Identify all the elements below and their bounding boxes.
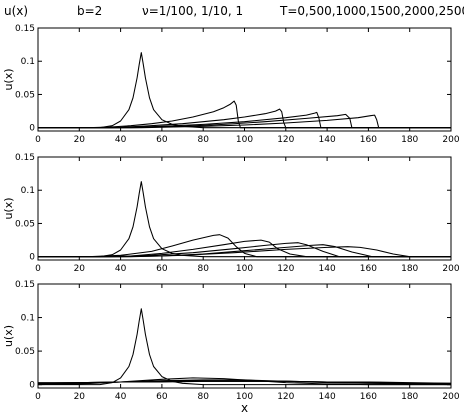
y-axis-label: u(x) xyxy=(2,197,15,219)
x-tick-label: 40 xyxy=(115,135,127,145)
x-tick-label: 40 xyxy=(115,392,127,402)
y-tick-label: 0.1 xyxy=(21,186,35,196)
x-tick-label: 200 xyxy=(442,392,459,402)
panels: 0 20 40 60 80 100 120 140 160 180 20000.050.10.15u… xyxy=(2,24,460,415)
axes-frame xyxy=(37,156,452,261)
x-tick-label: 180 xyxy=(401,264,418,274)
x-tick-label: 40 xyxy=(115,264,127,274)
x-tick-label: 60 xyxy=(156,264,168,274)
y-axis-label: u(x) xyxy=(2,68,15,90)
x-tick-label: 20 xyxy=(74,264,86,274)
y-tick-label: 0.15 xyxy=(15,280,35,290)
x-tick-label: 60 xyxy=(156,392,168,402)
x-tick-label: 100 xyxy=(236,264,253,274)
panel-3: 0 20 40 60 80 100 120 140 160 180 200 0 0.05 0.1 0.15 u… xyxy=(2,280,460,415)
y-axis-label: u(x) xyxy=(2,325,15,347)
y-tick-label: 0.1 xyxy=(21,57,35,67)
x-tick-label: 160 xyxy=(360,392,377,402)
x-tick-label: 60 xyxy=(156,135,168,145)
x-tick-label: 80 xyxy=(197,264,209,274)
series-line-t1 xyxy=(38,234,451,258)
panel-1: 0 20 40 60 80 100 120 140 160 180 200 0 0.05 0.1 0.15 u… xyxy=(2,24,460,145)
y-tick-label: 0.1 xyxy=(21,314,35,324)
x-tick-label: 80 xyxy=(197,135,209,145)
x-tick-label: 160 xyxy=(360,264,377,274)
x-tick-label: 20 xyxy=(74,135,86,145)
axes-frame xyxy=(37,283,452,389)
y-tick-label: 0.05 xyxy=(15,347,35,357)
panel-2: 0 20 40 60 80 100 120 140 160 180 200 0 0.05 0.1 0.15 u… xyxy=(2,153,460,274)
x-tick-label: 200 xyxy=(442,264,459,274)
x-tick-label: 180 xyxy=(401,135,418,145)
x-tick-label: 200 xyxy=(442,135,459,145)
x-tick-label: 0 xyxy=(35,264,41,274)
x-tick-label: 120 xyxy=(277,135,294,145)
series-line-t0 xyxy=(38,308,451,386)
x-tick-label: 100 xyxy=(236,135,253,145)
x-axis-label: x xyxy=(241,401,248,415)
x-tick-label: 160 xyxy=(360,135,377,145)
figure-title: u(x) b=2 ν=1/100, 1/10, 1 T=0,500,1000,1… xyxy=(4,4,464,18)
series-line-t1 xyxy=(38,100,451,129)
title-times: T=0,500,1000,1500,2000,2500 xyxy=(279,4,464,18)
x-tick-label: 0 xyxy=(35,135,41,145)
y-tick-label: 0 xyxy=(29,381,35,391)
y-tick-label: 0.15 xyxy=(15,153,35,163)
x-tick-label: 120 xyxy=(277,264,294,274)
x-tick-label: 20 xyxy=(74,392,86,402)
y-tick-label: 0 xyxy=(29,253,35,263)
x-tick-label: 0 xyxy=(35,392,41,402)
y-tick-label: 0.05 xyxy=(15,219,35,229)
title-function: u(x) xyxy=(4,4,28,18)
x-tick-label: 140 xyxy=(319,135,336,145)
y-tick-label: 0 xyxy=(29,124,35,134)
x-tick-label: 180 xyxy=(401,392,418,402)
x-tick-label: 80 xyxy=(197,392,209,402)
x-tick-label: 100 xyxy=(236,392,253,402)
x-tick-label: 140 xyxy=(319,392,336,402)
x-tick-label: 120 xyxy=(277,392,294,402)
series-line-t2 xyxy=(38,108,451,129)
series-line-t5 xyxy=(38,114,451,129)
series-line-t3 xyxy=(38,242,451,258)
y-tick-label: 0.05 xyxy=(15,90,35,100)
x-tick-label: 140 xyxy=(319,264,336,274)
series-line-t5 xyxy=(38,246,451,258)
title-nu-values: ν=1/100, 1/10, 1 xyxy=(142,4,243,18)
title-b-parameter: b=2 xyxy=(77,4,102,18)
axes-frame xyxy=(37,27,452,132)
series-line-t5 xyxy=(38,380,452,384)
y-tick-label: 0.15 xyxy=(15,24,35,34)
